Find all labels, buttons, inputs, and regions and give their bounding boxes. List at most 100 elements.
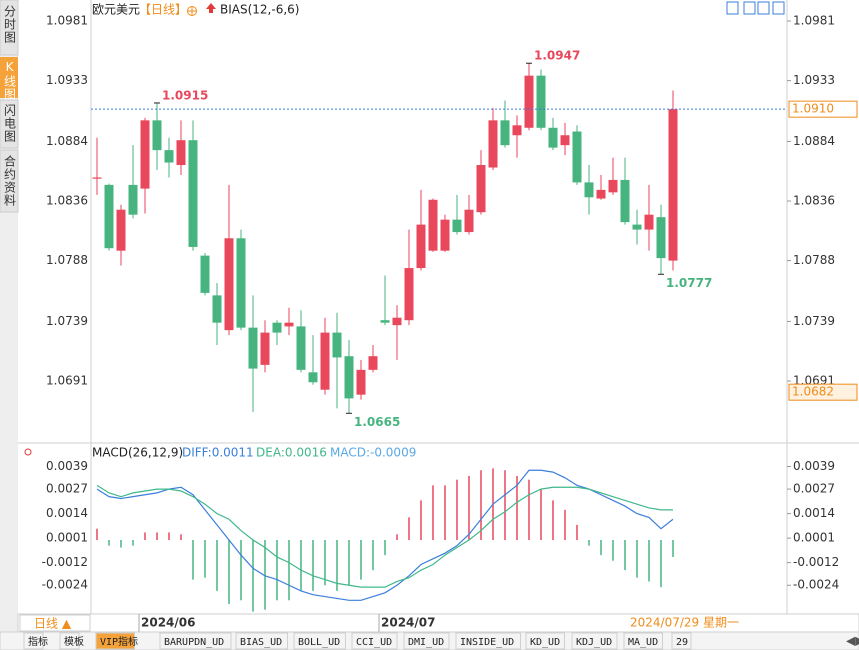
indicator-label: BIAS(12,-6,6) xyxy=(220,3,299,17)
tab[interactable] xyxy=(235,632,288,650)
candle-body xyxy=(320,332,330,390)
tab-label[interactable]: BOLL_UD xyxy=(298,637,340,648)
y-tick-label: -0.0024 xyxy=(42,578,88,592)
tab-label[interactable]: 29 xyxy=(676,637,688,648)
tab-list: 指标 模板 VIP指标 BARUPDN_UD BIAS_UD BOLL_UD CCI_UD D… xyxy=(23,632,692,650)
tab-label[interactable]: KDJ_UD xyxy=(576,637,612,648)
scroll-arrow[interactable]: ◀▶ xyxy=(846,634,859,648)
sidebar-tab-label[interactable]: 合约资料 xyxy=(3,154,17,207)
candle-body xyxy=(104,184,114,249)
tab[interactable] xyxy=(403,632,450,650)
sidebar-tab[interactable] xyxy=(0,149,19,213)
sidebar-tab-label[interactable]: 闪电图 xyxy=(3,104,17,143)
candle-body xyxy=(584,182,594,198)
y-tick-label: 1.0739 xyxy=(793,314,835,328)
tab[interactable] xyxy=(571,632,618,650)
price-tag-label: 1.0682 xyxy=(792,385,834,399)
legend-entry: MACD:-0.0009 xyxy=(330,446,416,460)
tab[interactable] xyxy=(351,632,398,650)
tab[interactable] xyxy=(525,632,565,650)
tab-label[interactable]: 模板 xyxy=(64,635,84,648)
y-tick-label: 0.0027 xyxy=(793,482,835,496)
candle-body xyxy=(488,120,498,168)
tab[interactable] xyxy=(671,632,692,650)
tab-label[interactable]: INSIDE_UD xyxy=(460,637,514,648)
candle-body xyxy=(524,75,534,128)
candle-body xyxy=(308,372,318,383)
candle-body xyxy=(356,369,366,395)
price-tag xyxy=(788,100,858,118)
period-button-label[interactable]: 日线 ▲ xyxy=(34,617,72,631)
tab-label[interactable]: 指标 xyxy=(28,635,48,648)
toolbar-button[interactable] xyxy=(726,1,739,15)
extreme-label: 1.0665 xyxy=(354,415,400,429)
tab-label[interactable]: VIP指标 xyxy=(100,635,138,648)
candle-body xyxy=(656,217,666,259)
candle-body xyxy=(608,179,618,193)
candle-body xyxy=(176,140,186,166)
toolbar-button[interactable] xyxy=(743,1,756,15)
candle-body xyxy=(632,224,642,230)
tab[interactable] xyxy=(59,632,80,650)
sidebar-tab-active[interactable] xyxy=(0,57,18,98)
toolbar-button[interactable] xyxy=(757,1,770,15)
candle-body xyxy=(116,209,126,251)
candle-body xyxy=(200,255,210,293)
candle-body xyxy=(284,322,294,327)
tab-label[interactable]: DMI_UD xyxy=(408,637,444,648)
candle-body xyxy=(440,219,450,251)
y-tick-label: 0.0001 xyxy=(46,531,88,545)
y-tick-label: 1.0884 xyxy=(46,134,88,148)
candle-body xyxy=(536,75,546,128)
tab-label[interactable]: MA_UD xyxy=(628,637,658,648)
sidebar-tab[interactable] xyxy=(0,99,19,149)
candle-body xyxy=(476,165,486,213)
tab-label[interactable]: KD_UD xyxy=(530,637,560,648)
candle-body xyxy=(332,332,342,358)
candle-body xyxy=(596,189,606,199)
macd-icon[interactable] xyxy=(24,448,32,456)
x-tick-label: 2024/06 xyxy=(141,616,195,630)
tab-label[interactable]: BIAS_UD xyxy=(240,637,282,648)
price-tag-label: 1.0910 xyxy=(792,102,834,116)
tab[interactable] xyxy=(159,632,232,650)
y-tick-label: 1.0836 xyxy=(793,194,835,208)
y-tick-label: 1.0933 xyxy=(46,73,88,87)
candle-body xyxy=(500,120,510,146)
sidebar-tab[interactable] xyxy=(0,0,19,56)
candle-body xyxy=(188,140,198,247)
cursor-date: 2024/07/29 星期一 xyxy=(630,616,739,630)
y-tick-label: -0.0012 xyxy=(42,555,88,569)
x-tick-label: 2024/07 xyxy=(381,616,435,630)
extreme-label: 1.0777 xyxy=(666,276,712,290)
y-tick-label: -0.0024 xyxy=(793,578,839,592)
tab[interactable] xyxy=(95,632,135,650)
period-button[interactable] xyxy=(19,614,91,632)
sidebar-tab-label[interactable]: 分时图 xyxy=(3,5,17,44)
candle-body xyxy=(248,327,258,369)
tab[interactable] xyxy=(455,632,521,650)
tab[interactable] xyxy=(23,632,44,650)
candle-body xyxy=(92,177,102,179)
settings-icon[interactable] xyxy=(187,6,197,16)
tab-label[interactable]: CCI_UD xyxy=(356,637,392,648)
legend-entry: DEA:0.0016 xyxy=(256,446,327,460)
candle-body xyxy=(344,356,354,399)
tab[interactable] xyxy=(293,632,346,650)
candle-body xyxy=(620,179,630,223)
y-tick-label: 1.0836 xyxy=(46,194,88,208)
price-tag xyxy=(788,383,858,401)
candle-body xyxy=(152,120,162,151)
candle-body xyxy=(464,209,474,233)
y-tick-label: 1.0933 xyxy=(793,73,835,87)
tab[interactable] xyxy=(623,632,663,650)
candle-body xyxy=(512,125,522,136)
toolbar-button[interactable] xyxy=(772,1,785,15)
y-tick-label: 1.0739 xyxy=(46,314,88,328)
y-tick-label: -0.0012 xyxy=(793,555,839,569)
sidebar-tab-label[interactable]: K线图 xyxy=(3,60,17,101)
y-tick-label: 0.0014 xyxy=(46,506,88,520)
y-tick-label: 0.0039 xyxy=(793,459,835,473)
extreme-label: 1.0947 xyxy=(534,49,580,63)
tab-label[interactable]: BARUPDN_UD xyxy=(164,637,224,648)
